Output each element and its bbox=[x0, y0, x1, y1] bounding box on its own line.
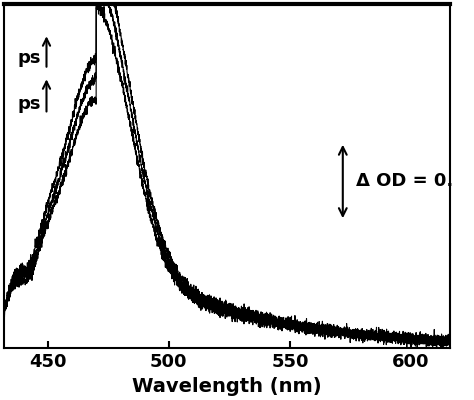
X-axis label: Wavelength (nm): Wavelength (nm) bbox=[132, 377, 322, 396]
Text: Δ OD = 0.: Δ OD = 0. bbox=[356, 172, 454, 190]
Text: ps: ps bbox=[18, 95, 41, 113]
Text: ps: ps bbox=[18, 48, 41, 66]
